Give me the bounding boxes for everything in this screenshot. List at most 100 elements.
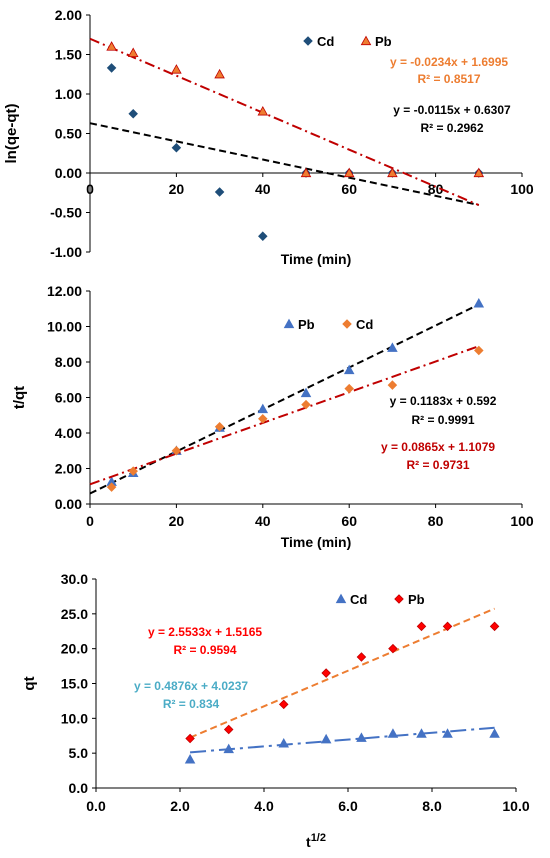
data-point-cd [489,728,500,738]
x-axis-label: Time (min) [281,251,352,267]
data-point-cd [387,380,398,390]
y-tick-label: 1.00 [55,86,82,102]
y-axis-label: t/qt [11,386,28,409]
data-point-pb [388,643,398,654]
data-point-pb [300,387,312,398]
y-tick-label: 10.0 [61,710,88,726]
x-tick-label: 0 [86,513,94,529]
data-point-pb [343,167,355,178]
series-cd: Cd y = 0.4876x + 4.0237 R² = 0.834 [134,592,500,764]
legend-label-cd: Cd [350,592,367,607]
series-pb: Pb y = -0.0234x + 1.6995 R² = 0.8517 [89,34,508,207]
trend-equation-cd: y = 0.4876x + 4.0237 [134,679,248,693]
legend-marker-pb [360,35,372,46]
y-tick-label: 15.0 [61,676,88,692]
data-point-cd [184,754,196,764]
data-point-pb [473,167,485,178]
y-tick-label: -0.50 [50,205,82,221]
y-tick-label: 12.00 [47,283,82,299]
data-point-pb [257,105,269,116]
x-tick-label: 100 [510,513,534,529]
trendline-cd [89,122,480,206]
legend-label-pb: Pb [408,592,425,607]
x-tick-label: 2.0 [170,798,190,814]
data-point-cd [171,445,182,456]
data-point-cd [301,399,311,410]
data-point-cd [106,63,117,73]
y-tick-label: 0.00 [55,496,82,512]
y-tick-label: 10.00 [47,319,82,335]
data-point-cd [320,733,332,744]
x-tick-label: 8.0 [422,798,442,814]
chart-3: 30.0 25.0 20.0 15.0 10.0 5.0 0.0 0.0 2.0 4.0 6.0 8.… [21,571,530,850]
y-tick-label: 2.00 [55,7,82,23]
data-point-pb [356,652,367,662]
trend-r2-pb: R² = 0.8517 [417,72,480,86]
data-point-cd [128,108,138,119]
legend-label-pb: Pb [298,317,315,332]
data-point-pb [387,167,398,178]
data-point-pb [223,724,234,735]
x-tick-label: 60 [341,513,357,529]
y-tick-label: 1.50 [55,47,82,63]
x-tick-label: 100 [510,181,534,197]
trendline-cd [89,345,480,486]
data-point-pb [442,621,453,632]
data-point-cd [258,414,268,424]
trend-equation-pb: y = 0.1183x + 0.592 [390,394,497,408]
data-point-cd [278,737,290,748]
legend-marker-cd [335,593,347,604]
y-tick-label: 25.0 [61,606,88,622]
x-tick-label: 0.0 [86,798,106,814]
legend-label-pb: Pb [375,34,392,49]
data-point-pb [106,41,117,51]
x-tick-label: 40 [255,513,271,529]
legend-marker-cd [303,36,313,46]
trend-r2-cd: R² = 0.9731 [406,458,469,472]
series-cd: Cd y = 0.0865x + 1.1079 R² = 0.9731 [89,317,495,492]
y-tick-label: 0.50 [55,126,82,142]
legend-label-cd: Cd [317,34,334,49]
trend-equation-cd: y = 0.0865x + 1.1079 [381,440,495,454]
series-cd: Cd y = -0.0115x + 0.6307 R² = 0.2962 [89,34,511,241]
data-point-pb [416,621,427,632]
legend-marker-pb [394,594,404,604]
data-point-cd [442,728,453,738]
chart-2: 12.00 10.00 8.00 6.00 4.00 2.00 0.000 20 40 60 80 1… [11,283,534,550]
data-point-cd [171,142,182,153]
y-tick-label: 2.00 [55,461,82,477]
data-point-cd [214,187,225,197]
series-pb: Pb y = 2.5533x + 1.5165 R² = 0.9594 [148,592,500,744]
y-tick-label: -1.00 [50,244,82,260]
data-point-cd [258,231,268,241]
data-point-cd [344,383,354,394]
legend-label-cd: Cd [356,317,373,332]
data-point-pb [127,47,139,57]
data-point-cd [416,728,427,738]
trendline-pb [189,607,495,739]
y-tick-label: 0.0 [69,780,89,796]
data-point-cd [223,743,234,754]
data-point-pb [214,68,225,79]
data-point-pb [343,364,355,375]
data-point-pb [300,167,312,178]
x-tick-label: 80 [428,513,444,529]
trend-equation-pb: y = -0.0234x + 1.6995 [390,55,508,69]
x-tick-label: 6.0 [338,798,358,814]
data-point-cd [214,422,225,432]
trend-r2-cd: R² = 0.2962 [420,121,483,135]
y-tick-label: 8.00 [55,354,82,370]
x-axis-label-superscript: 1/2 [311,832,326,844]
y-tick-label: 20.0 [61,641,88,657]
data-point-cd [106,482,117,492]
data-point-pb [171,64,182,74]
trend-equation-pb: y = 2.5533x + 1.5165 [148,625,262,639]
trend-equation-cd: y = -0.0115x + 0.6307 [393,103,511,117]
data-point-pb [257,403,269,414]
y-tick-label: 30.0 [61,571,88,587]
data-point-pb [321,668,331,678]
legend-marker-pb [283,318,295,329]
trendline-cd [189,726,495,754]
y-axis-label: ln(qe-qt) [3,104,20,164]
